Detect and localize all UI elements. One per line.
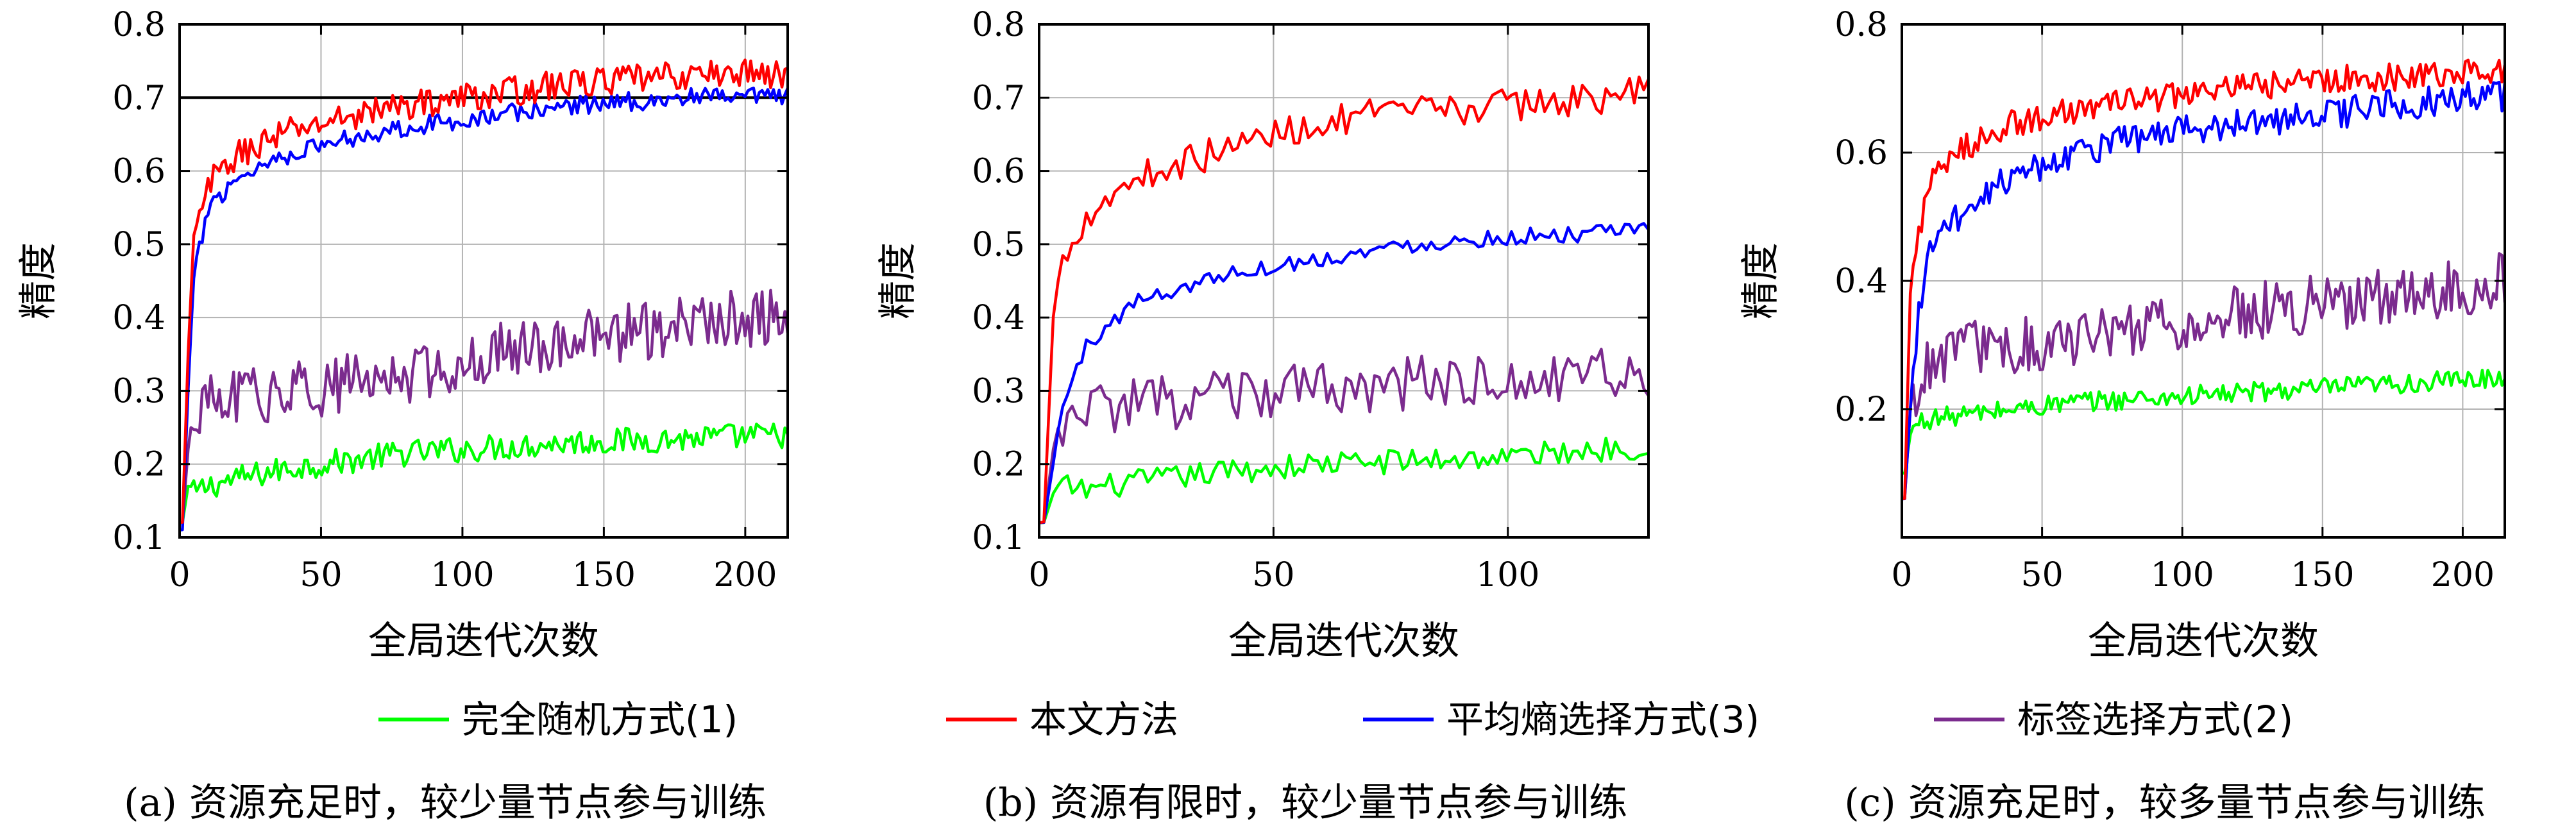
y-axis-label: 精度 [16, 242, 61, 319]
legend-item-proposed: 本文方法 [946, 698, 1178, 741]
series-line-proposed [1039, 75, 1648, 525]
x-tick-label: 200 [713, 556, 777, 594]
legend-label-label: 标签选择方式(2) [2017, 698, 2293, 741]
x-tick-label: 200 [2431, 556, 2495, 594]
y-tick-label: 0.6 [972, 153, 1025, 191]
series-line-random [180, 422, 788, 525]
y-tick-label: 0.5 [112, 226, 165, 264]
x-tick-label: 100 [1476, 556, 1539, 594]
legend-item-label: 标签选择方式(2) [1934, 698, 2293, 741]
legend-label-random: 完全随机方式(1) [462, 698, 738, 741]
chart-panel-1: 0 50 100 150 200 0.1 0.2 0.3 0.4 0.5 0.6 0.7 0.8 全局迭代… [16, 6, 789, 825]
x-tick-label: 50 [300, 556, 342, 594]
y-tick-label: 0.1 [112, 519, 165, 557]
series-line-entropy [1039, 222, 1648, 525]
y-tick-label: 0.8 [112, 6, 165, 44]
chart-panels: 0 50 100 150 200 0.1 0.2 0.3 0.4 0.5 0.6 0.7 0.8 全局迭代… [16, 6, 2506, 825]
y-tick-label: 0.1 [972, 519, 1025, 557]
y-tick-label: 0.7 [112, 79, 165, 117]
panel-caption: (c) 资源充足时，较多量节点参与训练 [1844, 780, 2486, 825]
y-tick-label: 0.6 [112, 153, 165, 191]
series-line-label [180, 289, 788, 525]
panel-caption: (a) 资源充足时，较少量节点参与训练 [124, 780, 767, 825]
series-line-label [1902, 252, 2505, 501]
y-axis-label: 精度 [876, 242, 920, 319]
series-line-proposed [1902, 58, 2505, 501]
panel-caption: (b) 资源有限时，较少量节点参与训练 [983, 780, 1627, 825]
x-tick-label: 150 [572, 556, 636, 594]
x-tick-label: 0 [1891, 556, 1912, 594]
legend-label-entropy: 平均熵选择方式(3) [1446, 698, 1759, 741]
x-tick-label: 100 [2151, 556, 2214, 594]
axes-frame [178, 23, 789, 539]
series-line-entropy [180, 87, 788, 532]
x-axis-label: 全局迭代次数 [368, 619, 599, 664]
series-line-proposed [180, 58, 788, 525]
y-tick-label: 0.4 [112, 299, 165, 337]
y-tick-label: 0.4 [1835, 262, 1888, 301]
x-tick-label: 50 [1252, 556, 1294, 594]
legend-item-entropy: 平均熵选择方式(3) [1363, 698, 1759, 741]
y-tick-label: 0.3 [112, 372, 165, 410]
x-tick-label: 50 [2021, 556, 2063, 594]
series-line-random [1039, 436, 1648, 525]
y-tick-label: 0.2 [1835, 391, 1888, 429]
series-line-label [1039, 348, 1648, 525]
legend-label-proposed: 本文方法 [1030, 698, 1178, 741]
y-tick-label: 0.2 [112, 446, 165, 484]
chart-panel-3: 0 50 100 150 200 0.2 0.4 0.6 0.8 全局迭代次数 精度 (c) 资源充足… [1738, 6, 2506, 825]
y-tick-label: 0.2 [972, 446, 1025, 484]
x-tick-label: 0 [169, 556, 190, 594]
x-tick-label: 150 [2291, 556, 2354, 594]
legend-item-random: 完全随机方式(1) [378, 698, 738, 741]
series-line-entropy [1902, 80, 2505, 501]
y-tick-label: 0.4 [972, 299, 1025, 337]
plot-area [180, 24, 788, 537]
x-tick-label: 100 [430, 556, 494, 594]
x-axis-label: 全局迭代次数 [2088, 619, 2319, 664]
y-tick-label: 0.6 [1835, 134, 1888, 172]
axes-frame [1038, 23, 1650, 539]
x-tick-label: 0 [1028, 556, 1049, 594]
chart-panel-2: 0 50 100 0.1 0.2 0.3 0.4 0.5 0.6 0.7 0.8 全局迭代次数 精度 (b… [876, 6, 1650, 825]
y-tick-label: 0.8 [972, 6, 1025, 44]
y-tick-label: 0.3 [972, 372, 1025, 410]
x-axis-label: 全局迭代次数 [1228, 619, 1459, 664]
y-axis-label: 精度 [1738, 242, 1783, 319]
y-tick-label: 0.5 [972, 226, 1025, 264]
y-tick-label: 0.8 [1835, 6, 1888, 44]
series-line-random [1902, 369, 2505, 475]
y-tick-label: 0.7 [972, 79, 1025, 117]
legend: 完全随机方式(1) 本文方法 平均熵选择方式(3) 标签选择方式(2) [378, 698, 2293, 741]
